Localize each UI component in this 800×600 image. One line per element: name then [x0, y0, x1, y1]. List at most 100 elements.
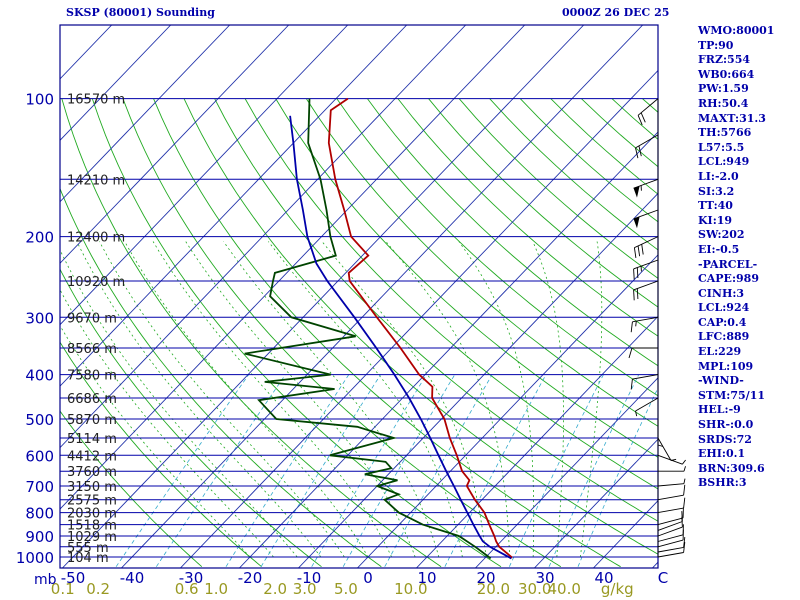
- wind-barb: [633, 280, 659, 301]
- index-row: -PARCEL-: [698, 257, 758, 271]
- barb-staff: [657, 552, 684, 558]
- mixing-ratio-label: 30.0: [518, 580, 551, 598]
- mixing-ratio-line: [260, 374, 381, 567]
- mixing-ratio-line: [311, 374, 427, 567]
- index-row: EHI:0.1: [698, 447, 746, 461]
- pressure-tick-label: 100: [25, 91, 54, 109]
- index-row: CAPE:989: [698, 272, 759, 286]
- wind-barb: [657, 454, 686, 465]
- moist-adiabat: [223, 241, 440, 558]
- barb-half-flag: [635, 321, 637, 327]
- barb-staff: [632, 316, 659, 323]
- wind-barb: [635, 134, 659, 159]
- barb-staff: [657, 534, 684, 542]
- wind-barb: [657, 511, 683, 531]
- isotherm: [60, 25, 349, 326]
- wind-barb: [657, 524, 684, 542]
- barb-flag: [638, 145, 642, 157]
- background-grid: [60, 25, 658, 568]
- wind-barb: [628, 347, 658, 359]
- moist-adiabat: [124, 241, 369, 558]
- barb-staff: [633, 280, 659, 291]
- observation-datetime: 0000Z 26 DEC 25: [562, 6, 670, 19]
- index-row: MAXT:31.3: [698, 111, 766, 125]
- barb-flag: [683, 542, 686, 553]
- barb-staff: [657, 521, 683, 531]
- barb-staff: [632, 374, 659, 380]
- wind-barb: [657, 537, 686, 553]
- mixing-ratio-line: [384, 374, 493, 567]
- temperature-tick-label: -40: [120, 569, 145, 587]
- wind-barb: [630, 316, 659, 333]
- dry-adiabat: [183, 98, 658, 555]
- dry-adiabat: [275, 98, 658, 458]
- isotherm: [60, 25, 231, 203]
- isotherm: [534, 438, 658, 568]
- index-row: STM:75/11: [698, 388, 765, 402]
- barb-half-flag: [635, 410, 638, 417]
- height-label: 2575 m: [67, 494, 117, 509]
- pressure-tick-label: 500: [25, 411, 54, 429]
- barb-staff: [635, 134, 659, 149]
- wind-barb: [658, 466, 686, 472]
- height-label: 5114 m: [67, 432, 117, 447]
- barb-flag: [641, 244, 644, 255]
- index-row: CAP:0.4: [698, 315, 747, 329]
- index-row: WMO:80001: [698, 24, 775, 37]
- isotherm: [62, 25, 585, 568]
- dry-adiabat: [397, 98, 658, 337]
- barb-staff: [657, 517, 684, 526]
- barb-staff: [657, 483, 684, 487]
- temperature-tick-label: 0: [363, 569, 373, 587]
- dry-adiabat: [61, 98, 442, 568]
- mixing-ratio-label: 10.0: [394, 580, 427, 598]
- index-row: HEL:-9: [698, 403, 741, 417]
- barb-flag: [637, 115, 643, 126]
- mixing-ratio-label: 3.0: [293, 580, 317, 598]
- height-label: 14210 m: [67, 173, 125, 188]
- index-row: RH:50.4: [698, 96, 749, 110]
- pressure-tick-label: 200: [25, 229, 54, 247]
- barb-staff: [657, 437, 672, 461]
- temperature-tick-label: 20: [476, 569, 495, 587]
- pressure-axis-label: mb: [34, 572, 57, 588]
- sounding-traces: [244, 97, 513, 560]
- height-label: 7580 m: [67, 369, 117, 384]
- mixing-ratio-label: 0.1: [51, 580, 75, 598]
- index-row: LCL:949: [698, 155, 750, 169]
- index-row: SRDS:72: [698, 432, 752, 446]
- index-row: SI:3.2: [698, 184, 735, 198]
- index-row: FRZ:554: [698, 53, 751, 67]
- isotherm: [357, 254, 658, 568]
- wind-barb: [633, 178, 659, 198]
- isotherm: [239, 131, 658, 568]
- moist-adiabat: [76, 241, 322, 558]
- moist-adiabat: [580, 241, 603, 558]
- wind-barb: [657, 497, 686, 514]
- mixing-ratio-label: 1.0: [204, 580, 228, 598]
- barb-flag: [633, 289, 635, 301]
- index-row: EL:229: [698, 345, 742, 359]
- dry-adiabat: [428, 98, 658, 308]
- index-row: BSHR:3: [698, 476, 747, 490]
- pressure-tick-label: 900: [25, 528, 54, 546]
- isotherm: [475, 377, 658, 568]
- index-row: SW:202: [698, 228, 745, 242]
- index-row: LFC:889: [698, 330, 750, 344]
- wind-barb: [657, 437, 677, 461]
- mixing-ratio-label: 2.0: [263, 580, 287, 598]
- sounding-trace: [244, 98, 492, 560]
- pressure-tick-label: 400: [25, 367, 54, 385]
- moist-adiabat: [152, 241, 392, 558]
- wind-barb: [633, 259, 659, 280]
- mixing-ratio-label: 0.2: [86, 580, 110, 598]
- mixing-ratio-label: g/kg: [601, 580, 634, 598]
- height-label: 1518 m: [67, 519, 117, 534]
- height-label: 10920 m: [67, 275, 125, 290]
- isotherm: [180, 69, 658, 568]
- mixing-ratio-line: [342, 374, 456, 567]
- pressure-tick-label: 800: [25, 505, 54, 523]
- isotherm: [416, 315, 658, 568]
- barb-staff: [635, 397, 659, 412]
- barb-staff: [633, 259, 659, 270]
